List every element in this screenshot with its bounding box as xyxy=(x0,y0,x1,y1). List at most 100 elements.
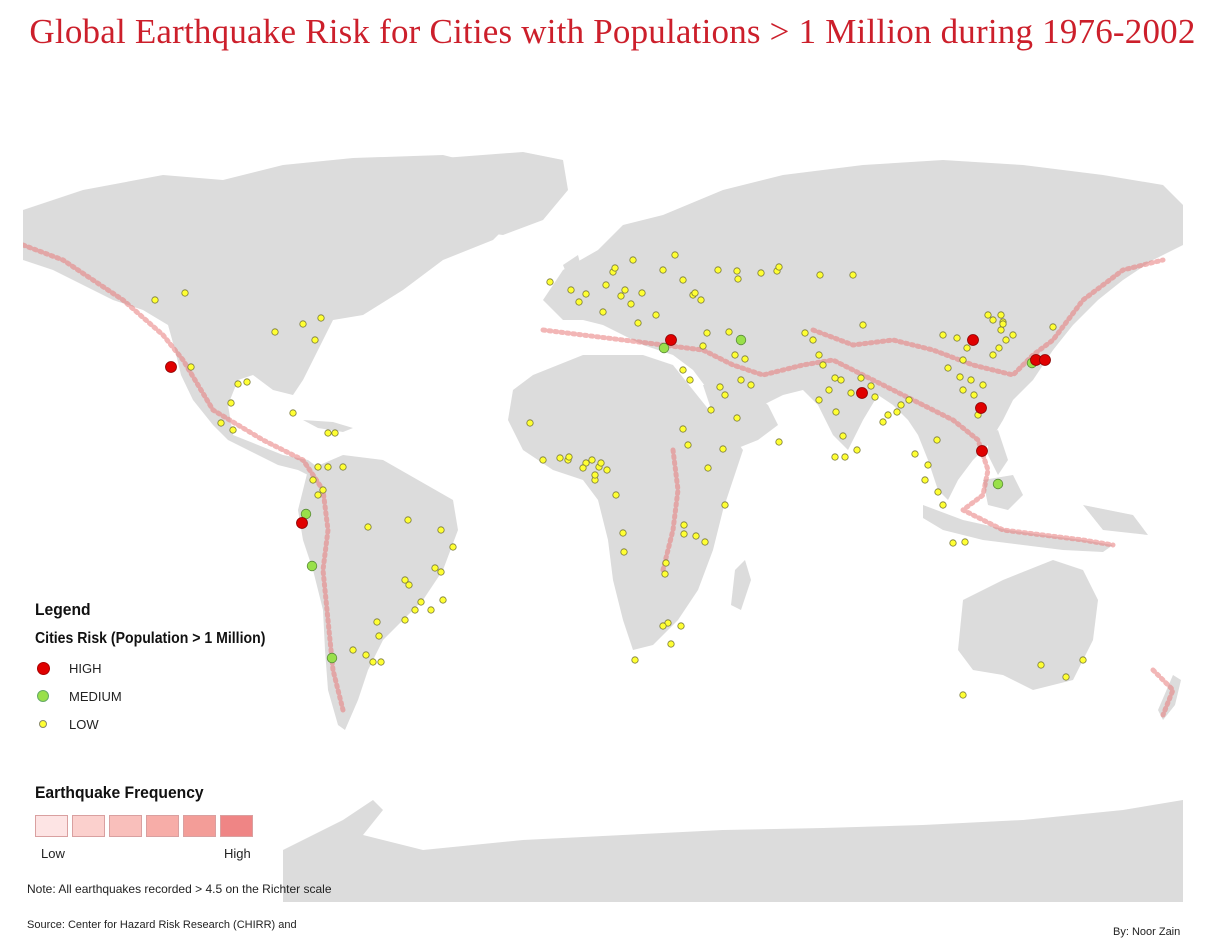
low-risk-city-marker xyxy=(404,516,412,524)
medium-risk-city-marker xyxy=(992,478,1004,490)
low-risk-city-marker xyxy=(953,334,961,342)
eurasia-landmass xyxy=(543,160,1183,500)
low-risk-city-marker xyxy=(989,316,997,324)
low-risk-city-marker xyxy=(314,463,322,471)
low-risk-city-marker xyxy=(849,271,857,279)
low-risk-city-marker xyxy=(362,651,370,659)
medium-risk-marker-icon xyxy=(37,690,49,702)
low-risk-city-marker xyxy=(364,523,372,531)
low-risk-city-marker xyxy=(449,543,457,551)
frequency-swatch xyxy=(109,815,142,837)
low-risk-city-marker xyxy=(662,559,670,567)
low-risk-city-marker xyxy=(686,376,694,384)
low-risk-city-marker xyxy=(679,425,687,433)
low-risk-city-marker xyxy=(411,606,419,614)
frequency-low-label: Low xyxy=(41,846,65,861)
low-risk-city-marker xyxy=(733,414,741,422)
low-risk-city-marker xyxy=(671,251,679,259)
low-risk-city-marker xyxy=(884,411,892,419)
low-risk-city-marker xyxy=(680,521,688,529)
low-risk-city-marker xyxy=(1002,336,1010,344)
high-risk-marker-icon xyxy=(36,661,50,675)
low-risk-city-marker xyxy=(187,363,195,371)
earthquake-frequency-layer xyxy=(23,242,1176,718)
low-risk-city-marker xyxy=(959,386,967,394)
frequency-swatch xyxy=(72,815,105,837)
low-risk-city-marker xyxy=(659,266,667,274)
low-risk-city-marker xyxy=(714,266,722,274)
low-risk-city-marker xyxy=(405,581,413,589)
low-risk-city-marker xyxy=(979,381,987,389)
seismic-belt xyxy=(660,447,681,573)
low-risk-city-marker xyxy=(634,319,642,327)
low-risk-city-marker xyxy=(319,486,327,494)
low-risk-city-marker xyxy=(679,276,687,284)
seismic-belt xyxy=(810,257,1166,378)
low-risk-city-marker xyxy=(311,336,319,344)
low-risk-city-marker xyxy=(701,538,709,546)
low-risk-city-marker xyxy=(707,406,715,414)
low-risk-city-marker xyxy=(629,256,637,264)
low-risk-city-marker xyxy=(611,264,619,272)
north-america-landmass xyxy=(23,155,523,485)
low-risk-city-marker xyxy=(737,376,745,384)
low-risk-city-marker xyxy=(924,461,932,469)
low-risk-city-marker xyxy=(599,308,607,316)
low-risk-city-marker xyxy=(369,658,377,666)
low-risk-city-marker xyxy=(299,320,307,328)
medium-risk-city-marker xyxy=(658,342,670,354)
low-risk-city-marker xyxy=(1079,656,1087,664)
philippines-landmass xyxy=(988,430,1008,475)
low-risk-city-marker xyxy=(1049,323,1057,331)
low-risk-city-marker xyxy=(591,471,599,479)
low-risk-city-marker xyxy=(757,269,765,277)
low-risk-city-marker xyxy=(324,429,332,437)
low-risk-city-marker xyxy=(704,464,712,472)
frequency-legend-title: Earthquake Frequency xyxy=(35,783,204,802)
low-risk-city-marker xyxy=(995,344,1003,352)
low-risk-city-marker xyxy=(659,622,667,630)
low-risk-city-marker xyxy=(815,396,823,404)
author-credit: By: Noor Zain xyxy=(1113,926,1181,938)
low-risk-city-marker xyxy=(314,491,322,499)
low-risk-city-marker xyxy=(437,568,445,576)
low-risk-city-marker xyxy=(825,386,833,394)
high-risk-city-marker xyxy=(1039,354,1051,366)
low-risk-city-marker xyxy=(427,606,435,614)
low-risk-city-marker xyxy=(692,532,700,540)
frequency-scale xyxy=(35,815,253,837)
low-risk-city-marker xyxy=(967,376,975,384)
low-risk-city-marker xyxy=(680,530,688,538)
low-risk-city-marker xyxy=(956,373,964,381)
low-risk-city-marker xyxy=(775,438,783,446)
low-risk-city-marker xyxy=(847,389,855,397)
low-risk-city-marker xyxy=(1009,331,1017,339)
low-risk-city-marker xyxy=(627,300,635,308)
south-america-landmass xyxy=(298,455,458,730)
low-risk-city-marker xyxy=(959,356,967,364)
legend-cities-title: Cities Risk (Population > 1 Million) xyxy=(35,630,266,647)
legend-label-medium: MEDIUM xyxy=(69,688,122,704)
antarctica-landmass xyxy=(283,800,1183,902)
legend-heading: Legend xyxy=(35,600,91,619)
low-risk-city-marker xyxy=(819,361,827,369)
low-risk-city-marker xyxy=(401,616,409,624)
legend: Legend Cities Risk (Population > 1 Milli… xyxy=(35,600,335,738)
low-risk-city-marker xyxy=(961,538,969,546)
low-risk-city-marker xyxy=(181,289,189,297)
medium-risk-city-marker xyxy=(735,334,747,346)
frequency-swatch xyxy=(146,815,179,837)
australia-landmass xyxy=(958,560,1098,690)
low-risk-city-marker xyxy=(963,344,971,352)
low-risk-city-marker xyxy=(949,539,957,547)
medium-risk-city-marker xyxy=(326,652,338,664)
low-risk-city-marker xyxy=(620,548,628,556)
low-risk-city-marker xyxy=(579,464,587,472)
low-risk-city-marker xyxy=(879,418,887,426)
high-risk-city-marker xyxy=(665,334,677,346)
low-risk-city-marker xyxy=(691,289,699,297)
low-risk-city-marker xyxy=(417,598,425,606)
low-risk-city-marker xyxy=(317,314,325,322)
low-risk-city-marker xyxy=(775,263,783,271)
low-risk-city-marker xyxy=(575,298,583,306)
